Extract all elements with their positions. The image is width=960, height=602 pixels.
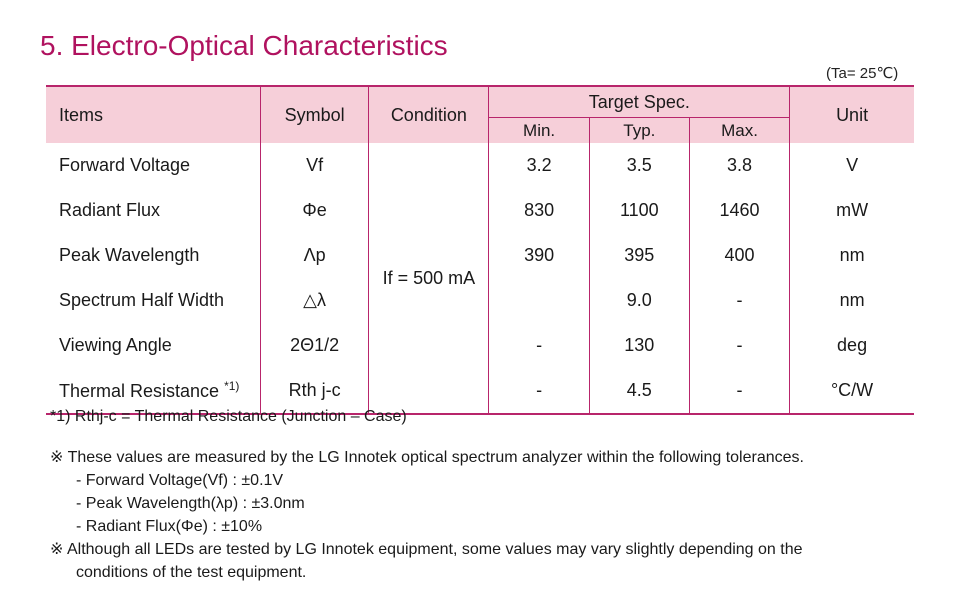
header-unit: Unit [789,86,914,143]
row-min: - [488,323,590,368]
row-typ: 3.5 [588,143,690,188]
header-typ: Typ. [588,117,690,143]
header-max: Max. [688,117,790,143]
table-row: Thermal Resistance *1) Rth j-c - 4.5 - °… [46,368,914,414]
row-unit: mW [789,188,914,233]
row-typ: 9.0 [588,278,690,323]
row-max: - [688,323,790,368]
row-unit: °C/W [789,368,914,414]
header-target-spec: Target Spec. [488,86,790,118]
row-unit: deg [789,323,914,368]
header-symbol: Symbol [259,86,369,143]
row-symbol: Φe [259,188,369,233]
table-row: Viewing Angle 2Θ1/2 - 130 - deg [46,323,914,368]
row-item-label: Thermal Resistance [59,381,220,401]
row-unit: V [789,143,914,188]
electro-optical-table: Items Symbol Condition Target Spec. Unit… [46,85,914,415]
row-symbol: 2Θ1/2 [259,323,369,368]
row-max: 1460 [688,188,790,233]
row-item: Forward Voltage [59,155,191,175]
row-max: - [688,278,790,323]
header-min: Min. [488,117,590,143]
row-min: 390 [488,233,590,278]
row-typ: 130 [588,323,690,368]
measurement-notes: ※ These values are measured by the LG In… [50,446,804,584]
tolerance-forward-voltage: - Forward Voltage(Vf) : ±0.1V [76,472,284,489]
row-min [488,278,590,323]
header-items: Items [46,86,261,143]
row-symbol: Vf [259,143,369,188]
row-symbol: Λp [259,233,369,278]
footnote-marker: *1) [224,379,240,393]
row-unit: nm [789,233,914,278]
table-row: Forward Voltage Vf If = 500 mA 3.2 3.5 3… [46,143,914,414]
condition-cell: If = 500 mA [368,143,489,414]
row-item: Radiant Flux [59,200,161,220]
header-condition: Condition [368,86,489,143]
row-item: Spectrum Half Width [59,290,225,310]
note-equipment-cont: conditions of the test equipment. [76,564,307,581]
row-min: 3.2 [488,143,590,188]
row-typ: 395 [588,233,690,278]
table-row: Peak Wavelength Λp 390 395 400 nm [46,233,914,278]
row-min: 830 [488,188,590,233]
footnote: *1) Rthj-c = Thermal Resistance (Junctio… [50,408,407,425]
row-unit: nm [789,278,914,323]
row-max: - [688,368,790,414]
table-row: Spectrum Half Width △λ 9.0 - nm [46,278,914,323]
row-typ: 1100 [588,188,690,233]
section-title: 5. Electro-Optical Characteristics [40,30,448,61]
ambient-condition: (Ta= 25℃) [826,65,899,82]
note-equipment: ※ Although all LEDs are tested by LG Inn… [50,541,803,558]
row-max: 3.8 [688,143,790,188]
tolerance-peak-wavelength: - Peak Wavelength(λp) : ±3.0nm [76,495,305,512]
row-symbol: Rth j-c [259,368,369,414]
row-item: Thermal Resistance *1) [46,368,260,414]
note-measurement: ※ These values are measured by the LG In… [50,449,804,466]
row-item: Viewing Angle [59,335,172,355]
row-min: - [488,368,590,414]
row-symbol: △λ [259,278,369,323]
row-item: Peak Wavelength [59,245,200,265]
row-typ: 4.5 [588,368,690,414]
row-max: 400 [688,233,790,278]
table-row: Radiant Flux Φe 830 1100 1460 mW [46,188,914,233]
tolerance-radiant-flux: - Radiant Flux(Φe) : ±10% [76,518,263,535]
